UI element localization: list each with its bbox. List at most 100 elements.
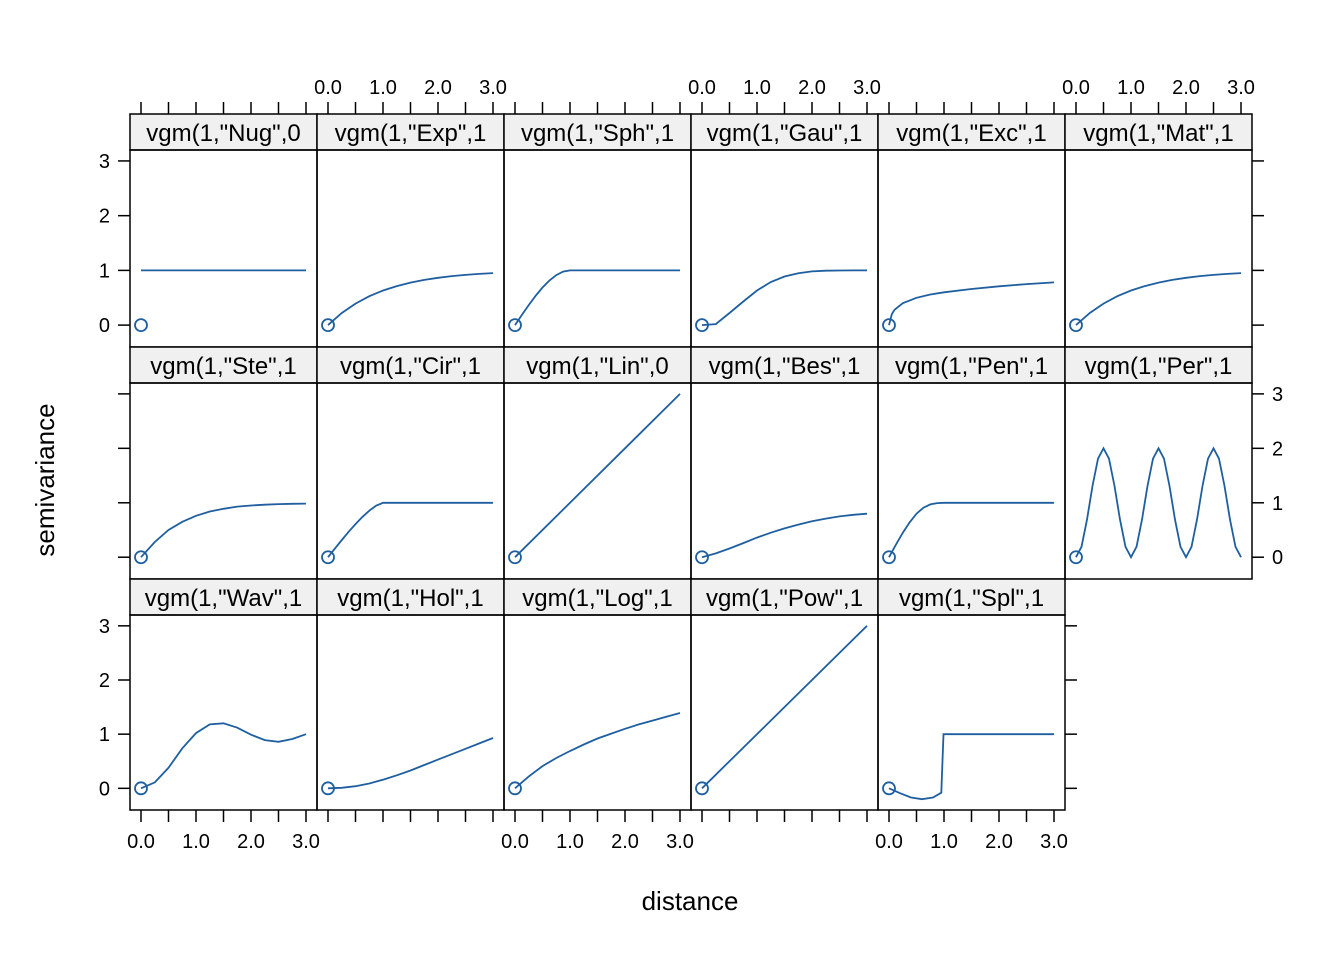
strip-label: vgm(1,"Spl",1 [899, 585, 1044, 612]
variogram-line [140, 502, 307, 558]
panel-frame [503, 614, 692, 811]
origin-point [321, 781, 335, 796]
origin-point [695, 318, 709, 333]
x-tick-label: 0.0 [875, 831, 903, 853]
x-tick-label: 1.0 [743, 77, 771, 99]
panel-hol: vgm(1,"Hol",1 [316, 578, 505, 811]
y-tick-label: 3 [99, 151, 110, 173]
origin-point [1069, 318, 1083, 333]
x-tick-label: 2.0 [237, 831, 265, 853]
panel-sph: vgm(1,"Sph",1 [503, 113, 692, 348]
x-axis-top-col2: 0.0 1.0 2.0 3.0 [314, 77, 507, 114]
x-ticks-col1 [140, 102, 307, 114]
x-tick-label: 1.0 [556, 831, 584, 853]
strip-label: vgm(1,"Exc",1 [896, 120, 1046, 147]
variogram-line [701, 512, 868, 559]
origin-point [508, 318, 522, 333]
x-tick-label: 0.0 [688, 77, 716, 99]
x-ticks-col5 [888, 102, 1055, 114]
strip-label: vgm(1,"Pen",1 [895, 353, 1048, 380]
x-tick-label: 2.0 [985, 831, 1013, 853]
origin-point [882, 550, 896, 565]
x-axis-bottom-col3: 0.0 1.0 2.0 3.0 [501, 810, 694, 853]
strip-background [503, 346, 692, 384]
variogram-line [701, 269, 867, 326]
panel-cir: vgm(1,"Cir",1 [316, 346, 505, 580]
panel-spl: vgm(1,"Spl",1 [877, 578, 1066, 811]
panel-frame [877, 382, 1066, 580]
variogram-line [1075, 272, 1242, 326]
y-tick-label: 1 [1272, 493, 1283, 515]
y-tick-label: 1 [99, 260, 110, 282]
origin-point [134, 550, 148, 565]
strip-background [1064, 346, 1253, 384]
panel-ste: vgm(1,"Ste",1 [129, 346, 318, 580]
panel-frame [316, 614, 505, 811]
strip-label: vgm(1,"Cir",1 [340, 353, 481, 380]
origin-point [695, 781, 709, 796]
variogram-line [888, 733, 1054, 801]
panel-frame [129, 382, 318, 580]
x-tick-label: 0.0 [1062, 77, 1090, 99]
strip-background [129, 346, 318, 384]
variogram-line [327, 501, 493, 558]
strip-background [503, 578, 692, 616]
x-tick-label: 0.0 [127, 831, 155, 853]
origin-point [882, 318, 896, 333]
x-tick-label: 1.0 [1117, 77, 1145, 99]
x-ticks-col2 [327, 810, 494, 822]
strip-label: vgm(1,"Nug",0 [146, 120, 300, 147]
panel-frame [503, 382, 692, 580]
origin-point [321, 318, 335, 333]
panel-frame [129, 149, 318, 348]
y-tick-label: 0 [99, 315, 110, 337]
y-tick-label: 1 [99, 724, 110, 746]
panel-frame [690, 614, 879, 811]
strip-label: vgm(1,"Mat",1 [1083, 120, 1233, 147]
y-tick-label: 0 [99, 778, 110, 800]
variogram-line [888, 281, 1055, 326]
panel-mat: vgm(1,"Mat",1 [1064, 113, 1253, 348]
x-tick-label: 2.0 [798, 77, 826, 99]
variogram-line [327, 272, 494, 326]
strip-background [877, 346, 1066, 384]
x-ticks-col3 [514, 102, 681, 114]
strip-background [1064, 113, 1253, 151]
x-tick-label: 2.0 [1172, 77, 1200, 99]
x-tick-label: 3.0 [479, 77, 507, 99]
panel-bes: vgm(1,"Bes",1 [690, 346, 879, 580]
x-tick-label: 3.0 [1227, 77, 1255, 99]
y-axis-left-row2 [118, 393, 130, 558]
panel-frame [690, 149, 879, 348]
y-tick-label: 2 [99, 206, 110, 228]
y-tick-label: 3 [1272, 384, 1283, 406]
strip-label: vgm(1,"Ste",1 [150, 353, 296, 380]
origin-point [134, 781, 148, 796]
axes-layer: 0.0 1.0 2.0 3.0 0.0 1.0 2.0 3.0 0.0 1.0 2.0 3.0 0.0 1… [99, 77, 1283, 853]
x-tick-label: 3.0 [292, 831, 320, 853]
origin-point [695, 550, 709, 565]
origin-point [508, 550, 522, 565]
strip-label: vgm(1,"Exp",1 [335, 120, 487, 147]
panel-frame [316, 382, 505, 580]
variogram-line [327, 737, 494, 790]
y-tick-label: 2 [99, 670, 110, 692]
strip-background [316, 113, 505, 151]
y-tick-label: 3 [99, 616, 110, 638]
strip-background [129, 113, 318, 151]
panel-gau: vgm(1,"Gau",1 [690, 113, 879, 348]
panel-exc: vgm(1,"Exc",1 [877, 113, 1066, 348]
panel-frame [503, 149, 692, 348]
panel-pow: vgm(1,"Pow",1 [690, 578, 879, 811]
origin-point [882, 781, 896, 796]
strip-label: vgm(1,"Lin",0 [526, 353, 668, 380]
origin-point [508, 781, 522, 796]
x-axis-top-col4: 0.0 1.0 2.0 3.0 [688, 77, 881, 114]
panel-pen: vgm(1,"Pen",1 [877, 346, 1066, 580]
x-tick-label: 1.0 [930, 831, 958, 853]
x-axis-top-col6: 0.0 1.0 2.0 3.0 [1062, 77, 1255, 114]
origin-point [321, 550, 335, 565]
panel-frame [1064, 382, 1253, 580]
variogram-line [888, 501, 1054, 558]
